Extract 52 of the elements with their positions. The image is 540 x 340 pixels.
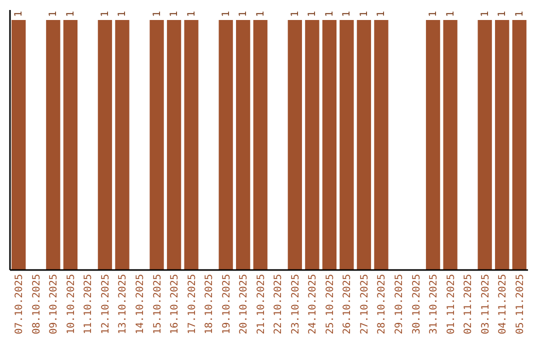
- x-tick-label: 12.10.2025: [100, 274, 112, 334]
- data-label: 1: [220, 10, 232, 17]
- x-tick-label: 10.10.2025: [66, 274, 77, 334]
- x-tick-label: 11.10.2025: [83, 274, 94, 334]
- x-tick-label: 24.10.2025: [308, 274, 319, 334]
- data-label: 1: [48, 10, 60, 17]
- data-label: 1: [324, 10, 336, 17]
- data-label: 1: [117, 10, 128, 17]
- x-tick-label: 19.10.2025: [221, 274, 232, 334]
- data-label: 1: [376, 10, 388, 17]
- x-tick-label: 03.11.2025: [480, 274, 492, 334]
- x-tick-label: 14.10.2025: [135, 274, 146, 334]
- x-tick-label: 29.10.2025: [394, 274, 405, 334]
- x-tick-label: 28.10.2025: [376, 274, 388, 334]
- data-label: 1: [445, 10, 456, 17]
- x-tick-label: 18.10.2025: [204, 274, 216, 334]
- data-label: 1: [428, 10, 440, 17]
- x-tick-label: 05.11.2025: [514, 274, 526, 334]
- data-label: 1: [14, 10, 25, 17]
- data-label: 1: [238, 10, 250, 17]
- data-label: 1: [497, 10, 508, 17]
- data-label: 1: [100, 10, 111, 17]
- x-tick-label: 09.10.2025: [48, 274, 60, 334]
- x-tick-label: 20.10.2025: [238, 274, 250, 334]
- data-label: 1: [342, 10, 353, 17]
- x-tick-label: 21.10.2025: [256, 274, 267, 334]
- x-tick-label: 17.10.2025: [186, 274, 198, 334]
- data-label: 1: [65, 10, 76, 17]
- data-label: 1: [169, 10, 180, 17]
- data-label: 1: [290, 10, 301, 17]
- x-tick-label: 30.10.2025: [411, 274, 422, 334]
- x-tick-label: 25.10.2025: [324, 274, 336, 334]
- data-label: 1: [255, 10, 266, 17]
- x-tick-label: 16.10.2025: [170, 274, 181, 334]
- x-tick-label: 15.10.2025: [152, 274, 164, 334]
- data-label: 1: [307, 10, 318, 17]
- data-label: 1: [358, 10, 370, 17]
- x-tick-label: 07.10.2025: [14, 274, 26, 334]
- x-tick-label: 27.10.2025: [359, 274, 370, 334]
- x-tick-label: 04.11.2025: [498, 274, 509, 334]
- data-label: 1: [514, 10, 526, 17]
- data-label: 1: [152, 10, 163, 17]
- x-tick-label: 01.11.2025: [446, 274, 457, 334]
- x-tick-label: 26.10.2025: [342, 274, 354, 334]
- data-label: 1: [186, 10, 198, 17]
- x-tick-label: 13.10.2025: [118, 274, 129, 334]
- x-tick-label: 02.11.2025: [463, 274, 474, 334]
- x-tick-label: 23.10.2025: [290, 274, 302, 334]
- x-tick-label: 08.10.2025: [31, 274, 42, 334]
- x-tick-label: 31.10.2025: [428, 274, 440, 334]
- data-label: 1: [480, 10, 491, 17]
- x-tick-label: 22.10.2025: [273, 274, 284, 334]
